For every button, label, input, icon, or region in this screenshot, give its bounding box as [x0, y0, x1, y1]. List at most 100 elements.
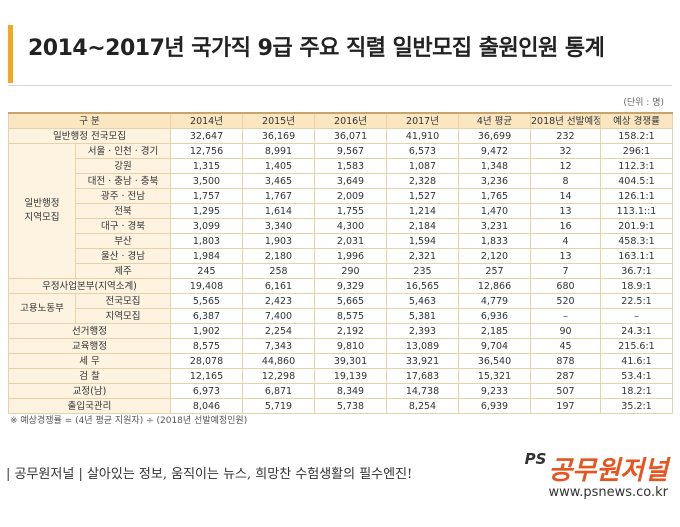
cell: 1,405 — [242, 158, 315, 174]
cell: 458.3:1 — [600, 233, 673, 249]
row-label: 대전 · 충남 · 충북 — [75, 173, 171, 189]
row-label: 세 무 — [8, 353, 171, 369]
cell: 3,649 — [314, 173, 387, 189]
header-2017: 2017년 — [386, 112, 459, 129]
title-accent-bar — [8, 25, 13, 83]
table-row: 대구 · 경북 3,099 3,340 4,300 2,184 3,231 16… — [9, 218, 673, 234]
cell: 7,343 — [242, 338, 315, 354]
group-label-labor: 고용노동부 — [8, 293, 76, 324]
row-label: 선거행정 — [8, 323, 171, 339]
row-label: 대구 · 경북 — [75, 218, 171, 234]
table-row: 강원 1,315 1,405 1,583 1,087 1,348 12 112.… — [9, 158, 673, 174]
cell: 9,472 — [458, 143, 531, 159]
cell: 9,329 — [314, 278, 387, 294]
cell: 3,465 — [242, 173, 315, 189]
cell: 90 — [530, 323, 601, 339]
cell: 5,565 — [170, 293, 243, 309]
cell: 1,755 — [314, 203, 387, 219]
cell: 1,765 — [458, 188, 531, 204]
cell: 9,704 — [458, 338, 531, 354]
cell: 16 — [530, 218, 601, 234]
row-label: 울산 · 경남 — [75, 248, 171, 264]
stats-table: 구 분 2014년 2015년 2016년 2017년 4년 평균 2018년 … — [8, 112, 673, 414]
cell: 201.9:1 — [600, 218, 673, 234]
cell: 2,009 — [314, 188, 387, 204]
table-row: 일반행정 지역모집 서울 · 인천 · 경기 12,756 8,991 9,56… — [8, 143, 673, 279]
row-label: 전국모집 — [75, 293, 171, 309]
cell: 41.6:1 — [600, 353, 673, 369]
cell: 197 — [530, 398, 601, 414]
cell: 5,381 — [386, 308, 459, 324]
divider — [8, 85, 672, 86]
cell: 6,573 — [386, 143, 459, 159]
cell: 232 — [530, 128, 601, 144]
cell: 2,120 — [458, 248, 531, 264]
cell: 215.6:1 — [600, 338, 673, 354]
row-label: 서울 · 인천 · 경기 — [75, 143, 171, 159]
cell: 6,936 — [458, 308, 531, 324]
cell: 1,803 — [170, 233, 243, 249]
cell: 126.1:1 — [600, 188, 673, 204]
cell: 1,348 — [458, 158, 531, 174]
cell: 32,647 — [170, 128, 243, 144]
page-title: 2014~2017년 국가직 9급 주요 직렬 일반모집 출원인원 통계 — [28, 36, 605, 61]
cell: 235 — [386, 263, 459, 279]
cell: 2,192 — [314, 323, 387, 339]
cell: 1,833 — [458, 233, 531, 249]
cell: 13,089 — [386, 338, 459, 354]
cell: 36,169 — [242, 128, 315, 144]
cell: 5,738 — [314, 398, 387, 414]
cell: 2,321 — [386, 248, 459, 264]
cell: 404.5:1 — [600, 173, 673, 189]
cell: 36.7:1 — [600, 263, 673, 279]
cell: 245 — [170, 263, 243, 279]
cell: 16,565 — [386, 278, 459, 294]
cell: 12,298 — [242, 368, 315, 384]
cell: 2,328 — [386, 173, 459, 189]
cell: 680 — [530, 278, 601, 294]
row-label: 전북 — [75, 203, 171, 219]
cell: 1,614 — [242, 203, 315, 219]
cell: 3,340 — [242, 218, 315, 234]
cell: 12,866 — [458, 278, 531, 294]
cell: 3,500 — [170, 173, 243, 189]
cell: 39,301 — [314, 353, 387, 369]
cell: 17,683 — [386, 368, 459, 384]
cell: 8,991 — [242, 143, 315, 159]
cell: 2,180 — [242, 248, 315, 264]
cell: 6,161 — [242, 278, 315, 294]
cell: 290 — [314, 263, 387, 279]
row-label: 제주 — [75, 263, 171, 279]
row-label: 교정(남) — [8, 383, 171, 399]
cell: 3,236 — [458, 173, 531, 189]
cell: 1,767 — [242, 188, 315, 204]
cell: 1,087 — [386, 158, 459, 174]
cell: 9,233 — [458, 383, 531, 399]
cell: 7 — [530, 263, 601, 279]
cell: 113.1::1 — [600, 203, 673, 219]
cell: 1,527 — [386, 188, 459, 204]
group-label-regional: 일반행정 지역모집 — [8, 143, 76, 279]
table-row: 대전 · 충남 · 충북 3,500 3,465 3,649 2,328 3,2… — [9, 173, 673, 189]
cell: 5,463 — [386, 293, 459, 309]
cell: 12,756 — [170, 143, 243, 159]
table-row: 선거행정 1,902 2,254 2,192 2,393 2,185 90 24… — [8, 323, 673, 339]
header-category: 구 분 — [8, 112, 171, 129]
table-row: 부산 1,803 1,903 2,031 1,594 1,833 4 458.3… — [9, 233, 673, 249]
cell: 4 — [530, 233, 601, 249]
cell: 2,393 — [386, 323, 459, 339]
cell: 18.9:1 — [600, 278, 673, 294]
cell: 8,575 — [170, 338, 243, 354]
cell: 296:1 — [600, 143, 673, 159]
header-competition: 예상 경쟁률 — [600, 112, 673, 129]
cell: 2,185 — [458, 323, 531, 339]
table-row: 우정사업본부(지역소계) 19,408 6,161 9,329 16,565 1… — [8, 278, 673, 294]
cell: 6,387 — [170, 308, 243, 324]
brand-url: www.psnews.co.kr — [548, 485, 668, 500]
cell: 44,860 — [242, 353, 315, 369]
table-row: 일반행정 전국모집 32,647 36,169 36,071 41,910 36… — [8, 128, 673, 144]
row-label: 교육행정 — [8, 338, 171, 354]
cell: 2,184 — [386, 218, 459, 234]
cell: 257 — [458, 263, 531, 279]
table-row: 지역모집 6,387 7,400 8,575 5,381 6,936 – – — [9, 308, 673, 324]
